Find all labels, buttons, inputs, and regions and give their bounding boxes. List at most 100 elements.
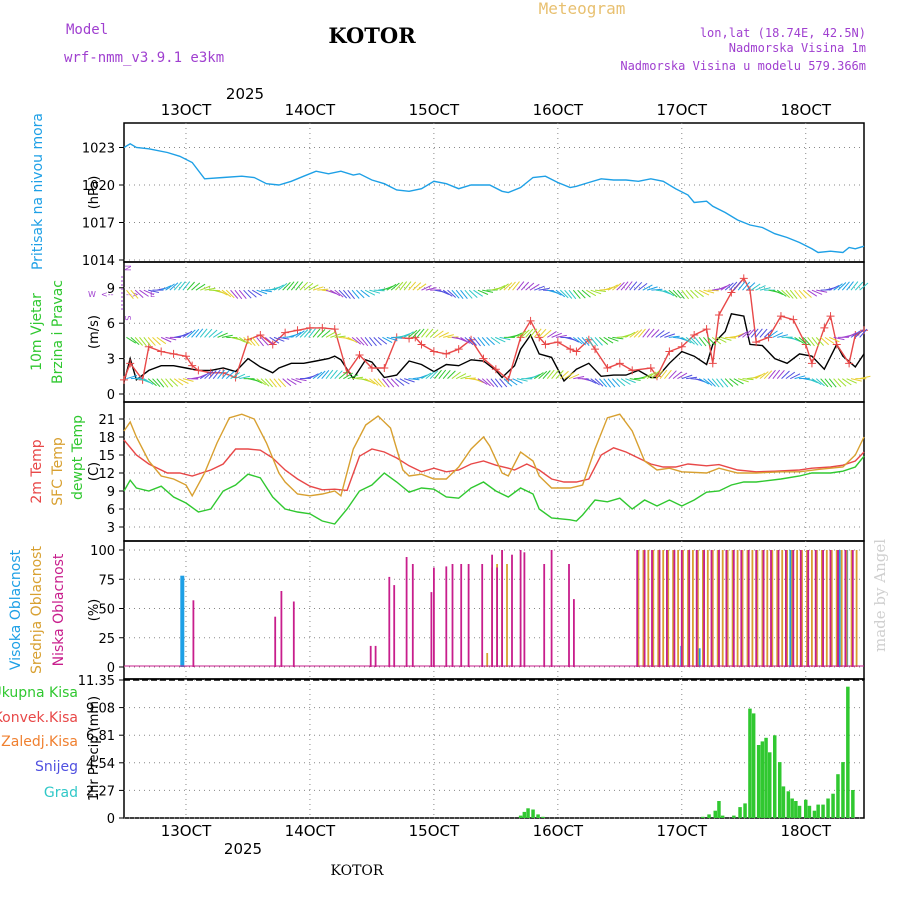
wind-arrow	[252, 378, 263, 384]
wind-arrow	[352, 376, 364, 380]
wind-arrow	[520, 329, 530, 338]
wind-arrow	[629, 330, 639, 338]
wind-arrow	[234, 289, 243, 300]
precip-legend-2: Zaledj.Kisa	[1, 734, 78, 750]
wind-arrow	[399, 378, 410, 385]
wind-arrow	[525, 328, 534, 338]
wind-arrow	[364, 378, 376, 385]
wind-arrow	[529, 373, 541, 380]
wind-arrow	[334, 335, 346, 338]
wind-arrow	[681, 289, 689, 300]
wind-arrow	[351, 289, 360, 299]
panel-frame	[123, 122, 865, 263]
wind-arrow	[572, 289, 581, 299]
compass-rose: W<---->ENS	[88, 265, 155, 321]
bar	[374, 645, 377, 667]
wind-arrow	[160, 336, 172, 343]
bar	[741, 550, 744, 667]
bar	[814, 550, 817, 667]
bar	[786, 791, 791, 818]
wind-arrow	[737, 281, 746, 291]
wind-arrow	[607, 378, 616, 388]
panel-subtitle: Srednja Oblacnost	[29, 546, 45, 674]
wind-arrow	[495, 285, 506, 291]
y-tick-label: 6.81	[86, 729, 115, 744]
wind-arrow	[477, 378, 488, 385]
bar	[717, 801, 721, 818]
wind-arrow	[659, 369, 668, 379]
wind-arrow	[256, 289, 268, 295]
wind-arrow	[533, 328, 542, 338]
wind-arrow	[664, 369, 672, 379]
gust-marker	[739, 274, 748, 283]
gust-marker	[832, 340, 841, 349]
wind-arrow	[286, 281, 295, 291]
bottom-tick-label: 18OCT	[780, 822, 831, 840]
wind-arrow	[629, 378, 641, 381]
wind-arrow	[854, 329, 864, 338]
wind-arrow	[200, 285, 211, 291]
gust-marker	[256, 331, 265, 339]
wind-arrow	[165, 336, 177, 341]
wind-arrow	[191, 328, 200, 338]
bar	[673, 550, 676, 667]
wind-arrow	[686, 376, 698, 380]
wind-arrow	[473, 289, 483, 297]
wind-arrow	[221, 334, 233, 338]
station-title: KOTOR	[328, 23, 416, 48]
model-name: wrf-nmm_v3.9.1 e3km	[64, 50, 224, 66]
wind-arrow	[794, 289, 802, 300]
wind-arrow	[251, 337, 260, 347]
wind-arrow	[256, 378, 266, 386]
bar	[643, 550, 646, 667]
bar	[369, 645, 372, 667]
wind-arrow	[555, 370, 564, 379]
gust-marker	[526, 316, 535, 325]
wind-arrow	[334, 289, 344, 298]
series-line	[123, 439, 865, 492]
wind-arrow	[859, 328, 868, 338]
wind-arrow	[330, 289, 341, 297]
wind-arrow	[694, 289, 704, 298]
wind-arrow	[317, 288, 329, 291]
wind-arrow	[746, 328, 755, 338]
bar	[786, 550, 788, 667]
wind-arrow	[369, 378, 379, 386]
wind-arrow	[542, 370, 551, 379]
bar	[841, 762, 845, 818]
bar	[851, 790, 855, 818]
wind-arrow	[130, 336, 140, 345]
y-tick-label: 15	[98, 449, 115, 464]
wind-arrow	[534, 285, 545, 291]
wind-arrow	[264, 378, 273, 388]
panel-title: Pritisak na nivou mora	[30, 113, 46, 270]
compass-s: S	[123, 315, 132, 320]
wind-arrow	[846, 332, 857, 338]
bar	[751, 713, 756, 818]
gust-marker	[219, 368, 228, 377]
bar	[816, 550, 818, 667]
gust-marker	[801, 340, 810, 349]
wind-arrow	[811, 289, 823, 295]
bar	[672, 550, 674, 667]
gust-marker	[188, 361, 197, 370]
wind-arrow	[225, 370, 235, 380]
series-line	[123, 142, 865, 254]
wind-arrow	[620, 281, 629, 291]
wind-arrow	[781, 289, 791, 298]
wind-arrow	[247, 289, 257, 298]
y-tick-label: 6	[107, 317, 115, 332]
wind-arrow	[577, 336, 586, 346]
wind-arrow	[586, 289, 597, 297]
wind-arrow	[711, 336, 722, 345]
wind-arrow	[841, 281, 850, 291]
wind-arrow	[507, 378, 518, 386]
wind-arrow	[590, 337, 599, 347]
wind-arrow	[577, 289, 586, 299]
panel-temperature: 3 6 9 12 15 18 21 (C) 2m Temp SFC Temp dewpt Temp	[29, 401, 865, 542]
gust-marker	[442, 349, 451, 358]
wind-arrow	[460, 289, 468, 300]
series-line	[123, 313, 865, 383]
wind-arrow	[564, 372, 575, 380]
